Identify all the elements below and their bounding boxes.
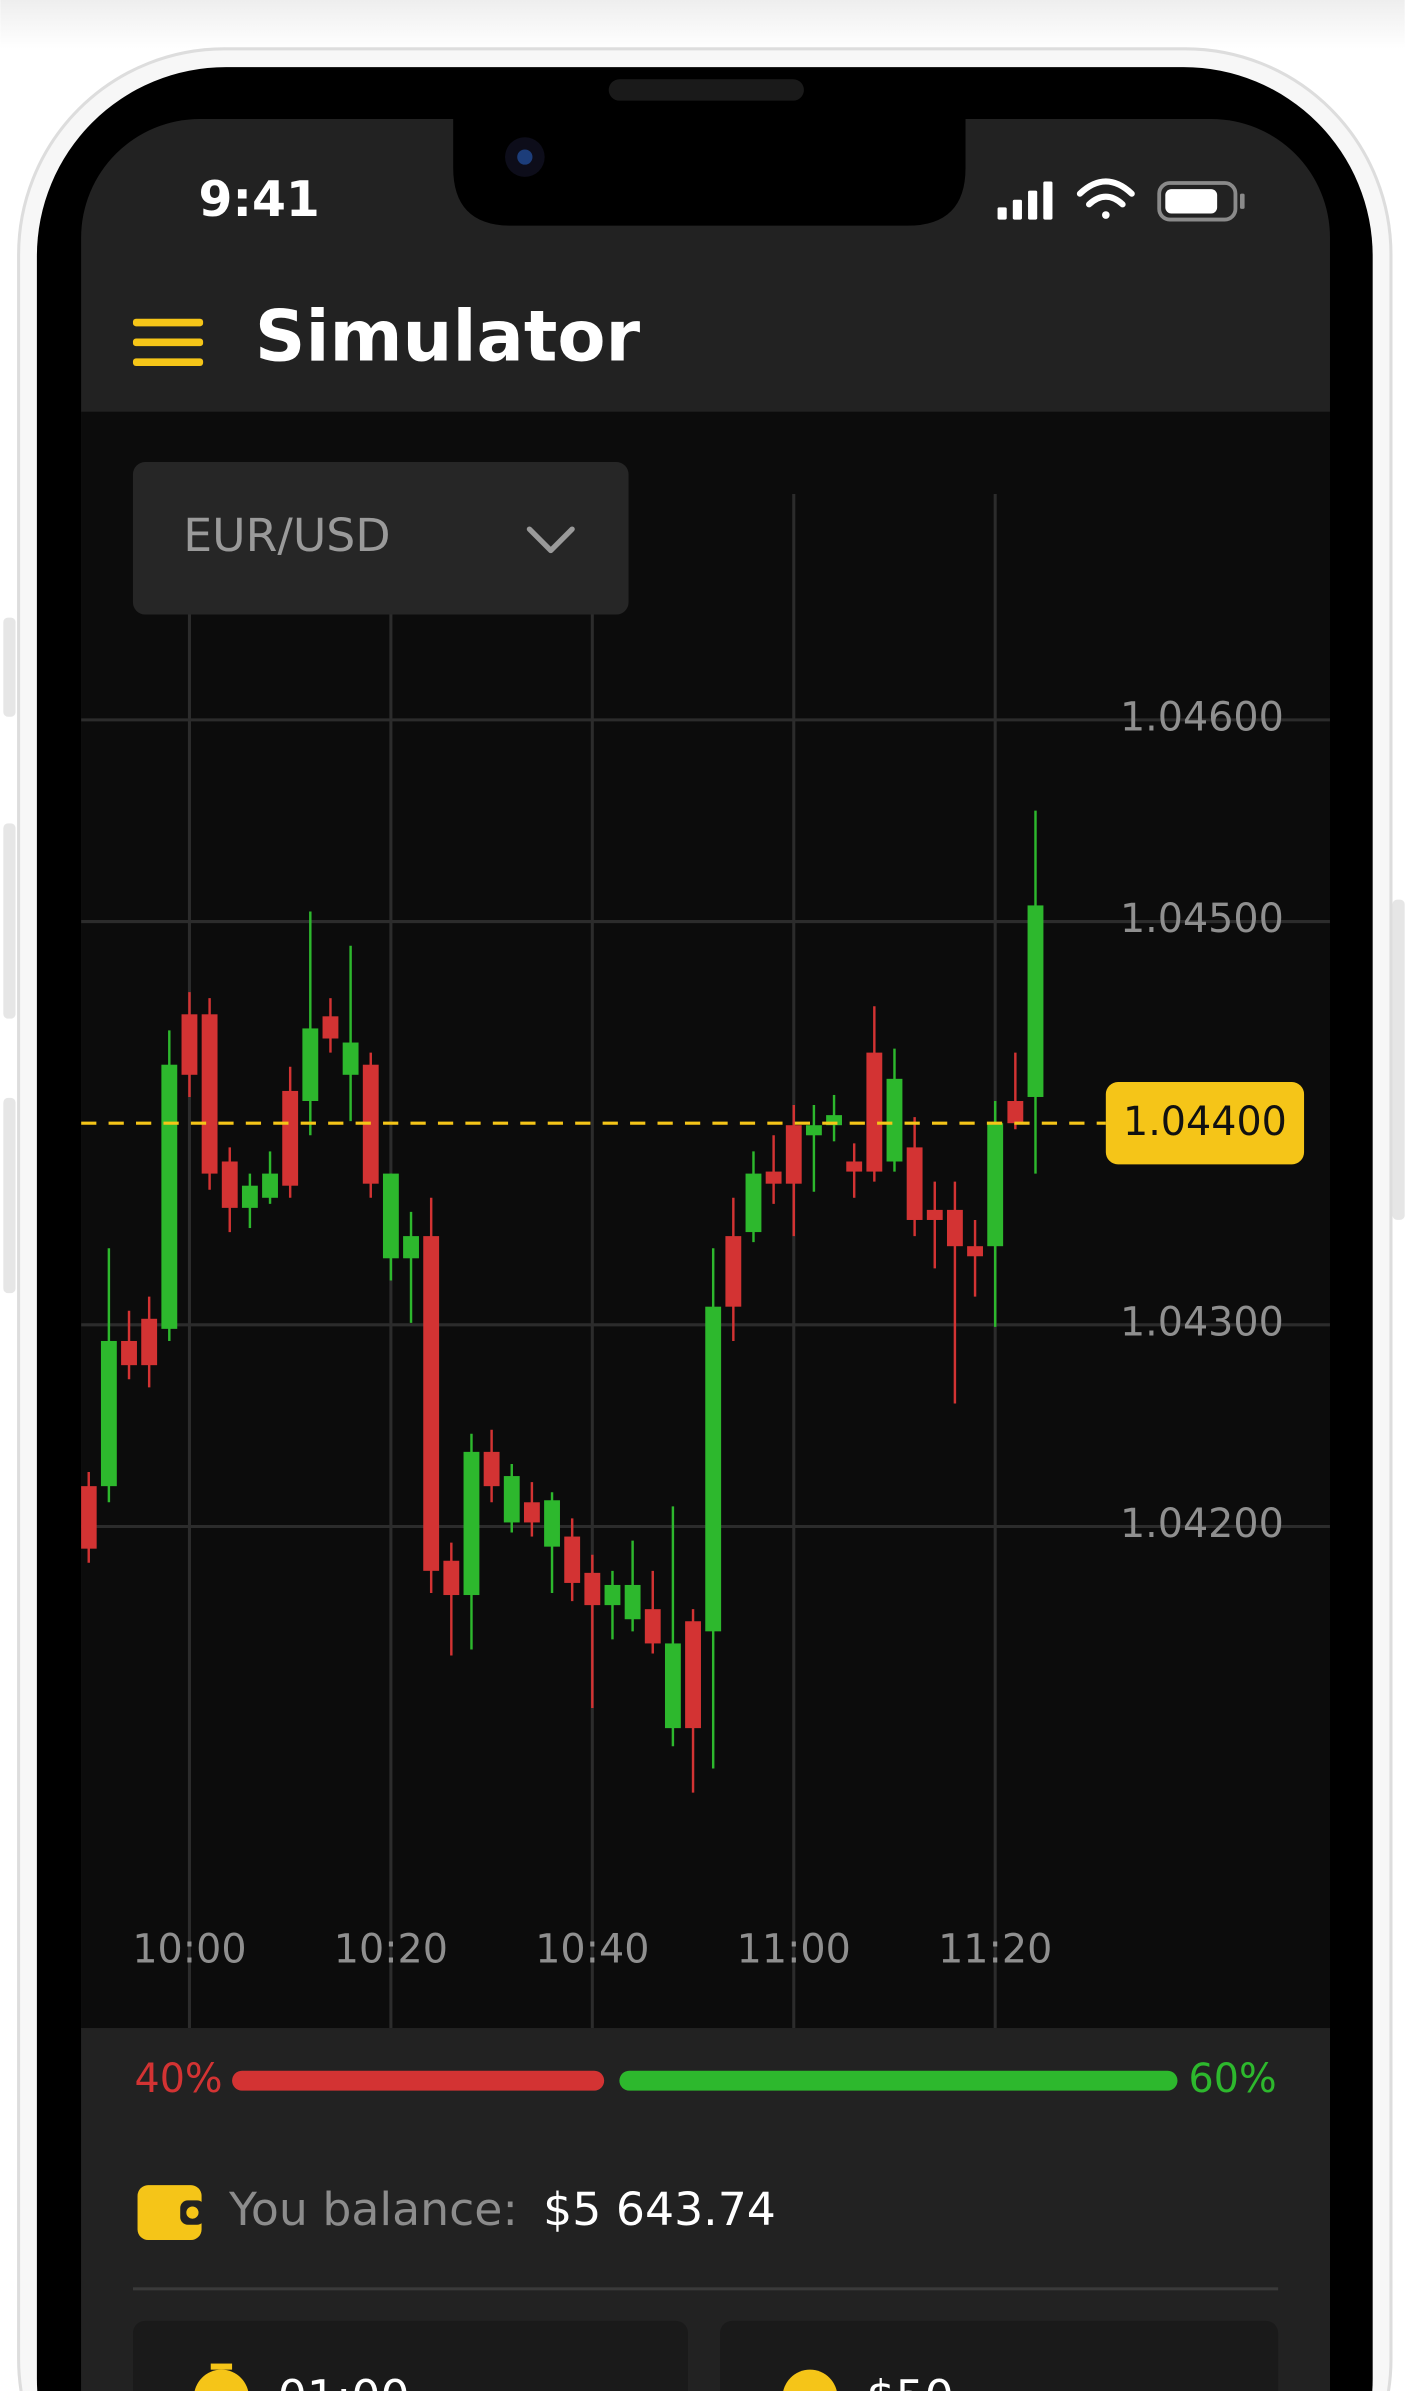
candle-body (382, 1173, 399, 1259)
sell-label: 40% (134, 2056, 222, 2102)
candle-body (141, 1318, 158, 1366)
candle-body (604, 1584, 621, 1606)
candle-body (926, 1209, 943, 1220)
candle-body (967, 1246, 983, 1257)
candle-body (322, 1016, 339, 1039)
candle-body (483, 1451, 500, 1487)
balance-label: You balance: (228, 2183, 518, 2236)
pair-label[interactable]: EUR/USD (183, 509, 390, 562)
wallet-icon (137, 2185, 205, 2241)
candle-body (1027, 905, 1044, 1097)
candle-body (302, 1028, 319, 1102)
candle-body (523, 1502, 540, 1523)
candle-body (564, 1536, 581, 1583)
chart-area (81, 411, 1330, 2029)
coin-icon (783, 2369, 837, 2391)
candle-body (443, 1560, 460, 1596)
candle-body (886, 1078, 903, 1162)
candle-body (826, 1115, 842, 1126)
sell-bar (232, 2070, 605, 2091)
candle-body (866, 1052, 883, 1172)
price-badge (1105, 1082, 1305, 1165)
side-button (3, 823, 16, 1019)
candle-body (423, 1236, 440, 1571)
candle-body (765, 1171, 782, 1184)
timer-icon (194, 2369, 249, 2391)
y-tick-label: 1.04300 (1120, 1299, 1284, 1345)
candle-body (745, 1173, 762, 1233)
pair-selector[interactable]: EUR/USD (132, 462, 629, 615)
top-shade (0, 0, 1405, 49)
candle-body (161, 1064, 178, 1329)
side-button (3, 617, 16, 717)
side-button (3, 1097, 16, 1294)
candle-body (725, 1236, 742, 1307)
wifi-icon (1076, 178, 1135, 219)
candle-body (987, 1123, 1004, 1247)
candle-body (181, 1014, 198, 1075)
side-button (1392, 899, 1405, 1220)
candle-body (403, 1236, 419, 1259)
candle-body (342, 1042, 359, 1075)
buy-bar (619, 2070, 1178, 2091)
y-tick-label: 1.04500 (1120, 896, 1284, 942)
duration-card[interactable] (132, 2320, 689, 2391)
sentiment: 40% 60% (134, 2056, 1276, 2102)
camera-lens (517, 149, 533, 165)
candle-body (201, 1014, 218, 1174)
timer-icon-top (210, 2363, 233, 2370)
page-title: Simulator (255, 296, 641, 378)
notch (453, 118, 966, 226)
candle-body (624, 1584, 641, 1620)
menu-icon[interactable] (132, 318, 204, 366)
battery-icon (1157, 181, 1245, 222)
candle-body (664, 1643, 681, 1729)
candle-body (241, 1185, 258, 1208)
x-tick-label: 10:40 (535, 1926, 649, 1972)
chart (81, 494, 1330, 2029)
y-tick-label: 1.04200 (1120, 1501, 1284, 1547)
candle-body (100, 1340, 117, 1487)
candle-body (846, 1161, 863, 1172)
candle-body (946, 1209, 963, 1247)
speaker (608, 79, 804, 101)
balance-amount: $5 643.74 (543, 2183, 776, 2236)
candle-body (644, 1609, 661, 1644)
divider (132, 2287, 1279, 2291)
candle-body (81, 1486, 97, 1549)
candle-body (121, 1340, 137, 1366)
signal-icon (997, 181, 1053, 220)
amount-value[interactable]: $50 (866, 2371, 953, 2391)
candle-body (805, 1125, 822, 1136)
candle-body (221, 1161, 238, 1208)
y-tick-label: 1.04600 (1120, 694, 1284, 740)
candle-body (503, 1476, 520, 1523)
pair-selector-box[interactable] (132, 462, 629, 615)
chevron[interactable] (526, 526, 575, 554)
candle-body (544, 1500, 560, 1547)
buy-label: 60% (1189, 2056, 1277, 2102)
x-tick-label: 11:00 (737, 1926, 851, 1972)
candle-body (463, 1451, 480, 1596)
candle-body (785, 1125, 802, 1184)
candle-body (262, 1173, 278, 1198)
candle-body (705, 1306, 722, 1632)
candle-body (685, 1621, 701, 1729)
candle-body (282, 1090, 299, 1186)
price-badge-label: 1.04400 (1123, 1099, 1287, 1145)
duration-value[interactable]: 01:00 (278, 2371, 410, 2391)
x-tick-label: 11:20 (938, 1926, 1052, 1972)
candle-body (906, 1147, 923, 1220)
status-time: 9:41 (199, 171, 320, 228)
x-tick-label: 10:20 (334, 1926, 448, 1972)
amount-card[interactable] (720, 2320, 1279, 2391)
candle-body (584, 1572, 601, 1606)
candle-body (1007, 1101, 1024, 1124)
x-tick-label: 10:00 (132, 1926, 246, 1972)
